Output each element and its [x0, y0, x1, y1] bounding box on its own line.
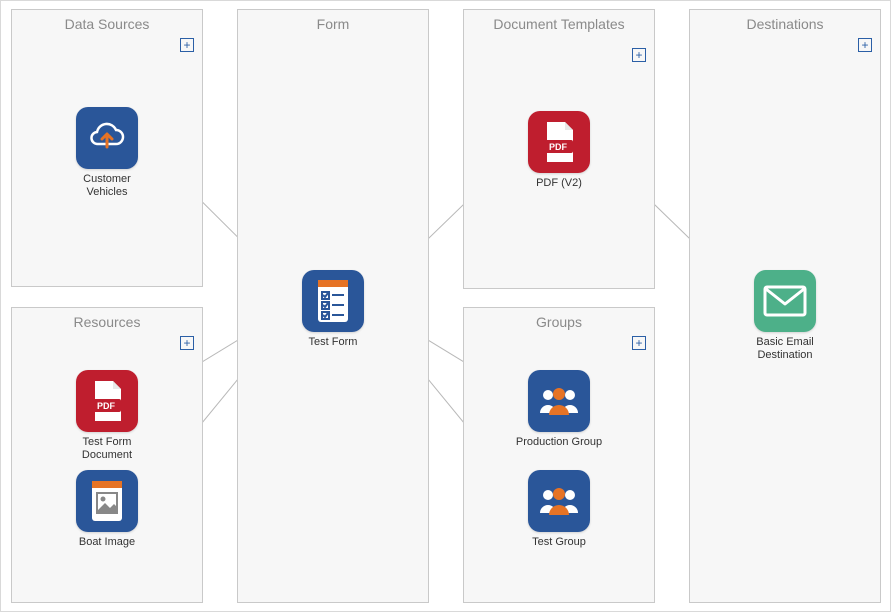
svg-text:PDF: PDF [97, 401, 116, 411]
add-template-button[interactable]: + [632, 48, 646, 62]
node-label: Customer Vehicles [62, 173, 152, 199]
add-resource-button[interactable]: + [180, 336, 194, 350]
node-label: Test Form [288, 336, 378, 349]
pdf-icon: PDF [528, 111, 590, 173]
node-production-group[interactable]: Production Group [514, 370, 604, 449]
node-boat-image[interactable]: Boat Image [62, 470, 152, 549]
node-test-group[interactable]: Test Group [514, 470, 604, 549]
panel-title: Resources [12, 308, 202, 330]
add-destination-button[interactable]: + [858, 38, 872, 52]
node-label: PDF (V2) [514, 177, 604, 190]
panel-title: Document Templates [464, 10, 654, 32]
form-icon [302, 270, 364, 332]
panel-title: Form [238, 10, 428, 32]
group-icon [528, 370, 590, 432]
pdf-icon: PDF [76, 370, 138, 432]
node-label: Basic Email Destination [740, 336, 830, 362]
image-icon [76, 470, 138, 532]
node-label: Boat Image [62, 536, 152, 549]
node-customer-vehicles[interactable]: Customer Vehicles [62, 107, 152, 199]
panel-title: Groups [464, 308, 654, 330]
node-label: Test Form Document [62, 436, 152, 462]
add-group-button[interactable]: + [632, 336, 646, 350]
node-pdf-v2[interactable]: PDF PDF (V2) [514, 111, 604, 190]
cloud-upload-icon [76, 107, 138, 169]
node-test-form-doc[interactable]: PDF Test Form Document [62, 370, 152, 462]
panel-title: Destinations [690, 10, 880, 32]
email-icon [754, 270, 816, 332]
svg-text:PDF: PDF [549, 142, 568, 152]
panel-groups: Groups + [463, 307, 655, 603]
group-icon [528, 470, 590, 532]
panel-title: Data Sources [12, 10, 202, 32]
add-data-source-button[interactable]: + [180, 38, 194, 52]
node-label: Production Group [514, 436, 604, 449]
node-label: Test Group [514, 536, 604, 549]
node-email-dest[interactable]: Basic Email Destination [740, 270, 830, 362]
node-test-form[interactable]: Test Form [288, 270, 378, 349]
